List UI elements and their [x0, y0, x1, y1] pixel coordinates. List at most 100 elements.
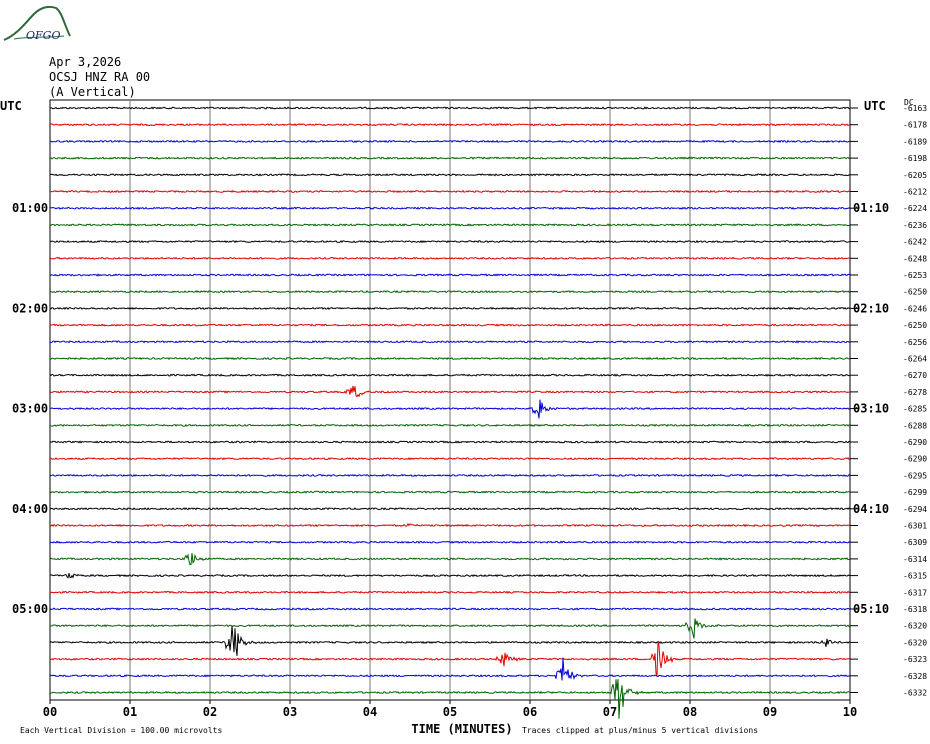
- x-tick-label: 10: [843, 705, 857, 719]
- seismic-trace: [49, 507, 851, 511]
- seismic-trace: [49, 123, 851, 127]
- dc-offset-label: -6285: [903, 405, 927, 414]
- seismic-trace: [49, 657, 851, 681]
- seismic-trace: [49, 641, 851, 676]
- seismic-trace: [50, 340, 851, 344]
- dc-offset-label: -6314: [903, 555, 927, 564]
- seismic-trace: [50, 522, 851, 528]
- seismic-trace: [49, 440, 851, 444]
- seismic-trace: [49, 273, 851, 277]
- seismic-trace: [50, 156, 851, 160]
- seismic-trace: [49, 189, 851, 194]
- dc-offset-label: -6288: [903, 421, 927, 430]
- seismic-trace: [49, 173, 851, 177]
- utc-label-left: UTC: [0, 99, 22, 113]
- logo-text: OFGO: [26, 29, 60, 42]
- x-tick-label: 08: [683, 705, 697, 719]
- clipping-footnote: Traces clipped at plus/minus 5 vertical …: [522, 726, 758, 735]
- seismic-trace: [49, 385, 851, 398]
- hour-label-right: 05:10: [853, 602, 889, 616]
- seismic-trace: [49, 618, 851, 639]
- seismic-trace: [49, 399, 851, 419]
- dc-offset-label: -6294: [903, 505, 927, 514]
- utc-label-right: UTC: [864, 99, 886, 113]
- dc-offset-label: -6224: [903, 204, 927, 213]
- seismic-trace: [49, 456, 851, 461]
- station-id: OCSJ HNZ RA 00: [49, 70, 151, 84]
- dc-offset-label: -6320: [903, 622, 927, 631]
- dc-offset-label: -6198: [903, 154, 927, 163]
- ofgo-logo: OFGO: [3, 5, 71, 42]
- dc-offset-label: -6295: [903, 471, 927, 480]
- dc-offset-label: -6250: [903, 288, 927, 297]
- hour-label-right: 01:10: [853, 201, 889, 215]
- hour-label-right: 02:10: [853, 301, 889, 315]
- dc-offset-label: -6317: [903, 588, 927, 597]
- seismic-trace: [49, 423, 851, 427]
- x-tick-label: 05: [443, 705, 457, 719]
- dc-offset-label: -6205: [903, 171, 927, 180]
- dc-offset-label: -6246: [903, 304, 927, 313]
- x-tick-label: 04: [363, 705, 377, 719]
- seismic-trace: [49, 306, 851, 311]
- seismic-trace: [49, 239, 851, 244]
- logo-mountain-icon: [3, 5, 71, 41]
- hour-label-right: 04:10: [853, 502, 889, 516]
- dc-offset-label: -6301: [903, 522, 927, 531]
- x-tick-label: 03: [283, 705, 297, 719]
- seismic-trace: [49, 206, 851, 210]
- dc-offset-label: -6212: [903, 188, 927, 197]
- dc-offset-label: -6178: [903, 121, 927, 130]
- seismic-trace: [49, 373, 851, 377]
- dc-offset-label: -6256: [903, 338, 927, 347]
- dc-offset-label: -6328: [903, 672, 927, 681]
- dc-offset-label: -6290: [903, 455, 927, 464]
- seismic-trace: [49, 289, 851, 294]
- dc-offset-label: -6315: [903, 572, 927, 581]
- dc-offset-label: -6253: [903, 271, 927, 280]
- x-tick-label: 02: [203, 705, 217, 719]
- dc-offset-label: -6270: [903, 371, 927, 380]
- hour-label-right: 03:10: [853, 402, 889, 416]
- dc-label: DC: [904, 98, 914, 107]
- x-tick-label: 09: [763, 705, 777, 719]
- dc-offset-label: -6323: [903, 655, 927, 664]
- seismic-trace: [49, 590, 851, 595]
- dc-offset-label: -6242: [903, 238, 927, 247]
- seismic-trace: [49, 625, 851, 656]
- hour-label-left: 01:00: [12, 201, 48, 215]
- scale-footnote: Each Vertical Division = 100.00 microvol…: [20, 726, 222, 735]
- x-tick-label: 07: [603, 705, 617, 719]
- hour-label-left: 05:00: [12, 602, 48, 616]
- dc-offset-label: -6264: [903, 355, 927, 364]
- x-axis-title: TIME (MINUTES): [411, 722, 512, 736]
- seismic-trace: [49, 139, 851, 144]
- seismic-trace: [50, 679, 851, 719]
- dc-offset-label: -6320: [903, 638, 927, 647]
- x-tick-label: 06: [523, 705, 537, 719]
- dc-offset-label: -6163: [903, 104, 927, 113]
- dc-offset-label: -6290: [903, 438, 927, 447]
- dc-offset-label: -6278: [903, 388, 927, 397]
- dc-offset-label: -6236: [903, 221, 927, 230]
- seismic-trace: [49, 323, 851, 327]
- chart-date: Apr 3,2026: [49, 55, 122, 69]
- seismic-trace: [49, 256, 851, 260]
- x-tick-label: 00: [43, 705, 57, 719]
- dc-offset-label: -6189: [903, 137, 927, 146]
- dc-offset-label: -6250: [903, 321, 927, 330]
- seismic-trace: [49, 473, 851, 478]
- hour-label-left: 04:00: [12, 502, 48, 516]
- dc-offset-label: -6318: [903, 605, 927, 614]
- x-tick-label: 01: [123, 705, 137, 719]
- seismic-trace: [49, 607, 851, 611]
- seismic-trace: [49, 553, 851, 566]
- seismic-trace: [49, 356, 851, 361]
- seismic-trace: [49, 490, 851, 494]
- seismic-trace: [49, 540, 851, 544]
- seismic-trace: [49, 106, 851, 110]
- component-label: (A Vertical): [49, 85, 136, 99]
- hour-label-left: 02:00: [12, 301, 48, 315]
- dc-offset-label: -6332: [903, 689, 927, 698]
